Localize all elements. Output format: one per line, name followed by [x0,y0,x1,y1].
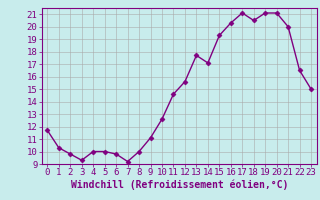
X-axis label: Windchill (Refroidissement éolien,°C): Windchill (Refroidissement éolien,°C) [70,180,288,190]
